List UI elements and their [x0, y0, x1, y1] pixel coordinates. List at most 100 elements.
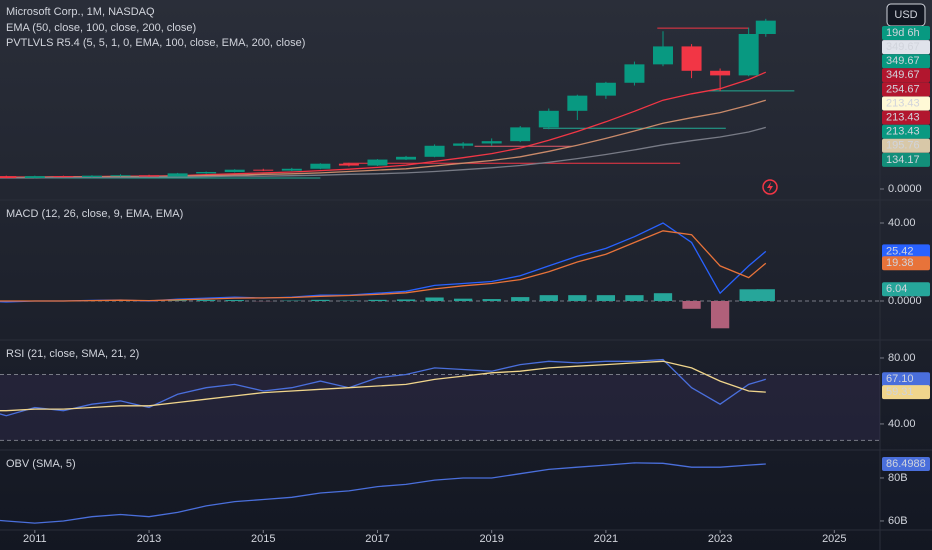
price-label-box [882, 26, 930, 40]
x-tick-label: 2013 [137, 533, 161, 545]
pane-title: OBV (SMA, 5) [6, 458, 76, 470]
last-value-label-box [882, 244, 930, 259]
histogram-bar [596, 295, 616, 302]
candle-body [167, 173, 188, 177]
candle-body [253, 169, 274, 171]
price-label-box [882, 110, 930, 125]
x-tick-label: 2017 [365, 533, 389, 545]
x-tick-label: 2023 [708, 533, 732, 545]
last-value-label: 59.31 [886, 386, 914, 398]
price-label-box [882, 152, 930, 167]
candle-body [510, 127, 531, 142]
histogram-bar [368, 299, 387, 302]
pane-title: RSI (21, close, SMA, 21, 2) [6, 348, 139, 360]
candle-body [710, 70, 731, 76]
candle-body [396, 156, 417, 160]
price-label: 134.17 [886, 154, 920, 166]
price-label: 213.43 [886, 97, 920, 109]
price-label-box [882, 68, 930, 83]
price-label: 254.67 [886, 83, 920, 95]
last-value-label-box [882, 385, 930, 400]
alert-icon[interactable] [762, 179, 778, 195]
candle-body [338, 163, 359, 166]
histogram-bar [225, 300, 244, 302]
x-tick-label: 2019 [479, 533, 503, 545]
histogram-bar [710, 301, 730, 329]
histogram-bar [396, 299, 416, 302]
pane-title: MACD (12, 26, close, 9, EMA, EMA) [6, 208, 183, 220]
last-value-label: 19.38 [886, 257, 914, 269]
price-label: 349.67 [886, 55, 920, 67]
candle-body [755, 20, 776, 34]
histogram-bar [653, 293, 673, 302]
currency-button[interactable]: USD [886, 3, 926, 27]
y-tick-label: 60B [888, 515, 908, 527]
x-tick-label: 2011 [23, 533, 47, 545]
alert-icon-bolt[interactable] [767, 182, 773, 192]
candle-body [424, 145, 445, 157]
histogram-bar [756, 289, 775, 302]
last-value-label-box [882, 282, 930, 297]
last-value-label: 25.42 [886, 245, 914, 257]
candle-body [567, 95, 588, 111]
histogram-bar [539, 295, 558, 302]
price-label-box [882, 138, 930, 153]
price-label: 19d 6h [886, 27, 920, 39]
candle-body [139, 175, 160, 177]
indicator-line [0, 230, 767, 302]
histogram-bar [453, 298, 473, 302]
y-tick-label: 0.0000 [888, 295, 922, 307]
ema-line [0, 99, 766, 179]
alert-icon-circle[interactable] [762, 179, 778, 195]
x-tick-label: 2015 [251, 533, 275, 545]
candle-body [367, 159, 388, 166]
candle-body [0, 176, 17, 178]
histogram-bar [197, 300, 216, 302]
candle-body [310, 163, 331, 169]
candle-body [281, 168, 302, 171]
y-tick-label: 40.00 [888, 217, 916, 229]
y-tick-label: 80.00 [888, 352, 916, 364]
x-tick-label: 2021 [594, 533, 618, 545]
price-label-box [882, 96, 930, 111]
histogram-bar [425, 297, 444, 302]
y-tick-label: 40.00 [888, 418, 916, 430]
candle-body [653, 46, 673, 65]
histogram-bar [739, 289, 758, 302]
candle-body [81, 175, 102, 178]
x-tick-label: 2025 [822, 533, 846, 545]
candle-body [53, 176, 74, 178]
price-label: 213.43 [886, 112, 920, 124]
histogram-bar [311, 299, 330, 302]
histogram-bar [682, 301, 701, 309]
candle-body [110, 175, 131, 177]
price-label: 213.43 [886, 126, 920, 138]
currency-label[interactable]: USD [894, 9, 917, 21]
price-label-box [882, 54, 930, 69]
histogram-bar [168, 300, 187, 302]
last-value-label: 86.4988 [886, 458, 926, 470]
pane-title: Microsoft Corp., 1M, NASDAQ [6, 6, 155, 18]
y-tick-label: 0.0000 [888, 183, 922, 195]
price-label-box [882, 124, 930, 139]
candle-body [681, 46, 702, 71]
y-tick-label: 80B [888, 472, 908, 484]
candle-body [481, 141, 502, 144]
last-value-label: 67.10 [886, 373, 914, 385]
histogram-bar [568, 295, 587, 302]
indicator-line [0, 360, 766, 412]
indicator-line [0, 462, 766, 524]
indicator-legend: EMA (50, close, 100, close, 200, close) [6, 22, 196, 34]
last-value-label: 6.04 [886, 283, 907, 295]
price-label-box [882, 82, 930, 97]
price-label: 349.67 [886, 41, 920, 53]
candle-body [538, 110, 559, 128]
price-label: 349.67 [886, 69, 920, 81]
histogram-bar [482, 299, 501, 302]
histogram-bar [625, 295, 644, 302]
ema-line [0, 126, 766, 179]
candle-body [24, 176, 45, 178]
indicator-legend: PVTLVLS R5.4 (5, 5, 1, 0, EMA, 100, clos… [6, 37, 305, 49]
